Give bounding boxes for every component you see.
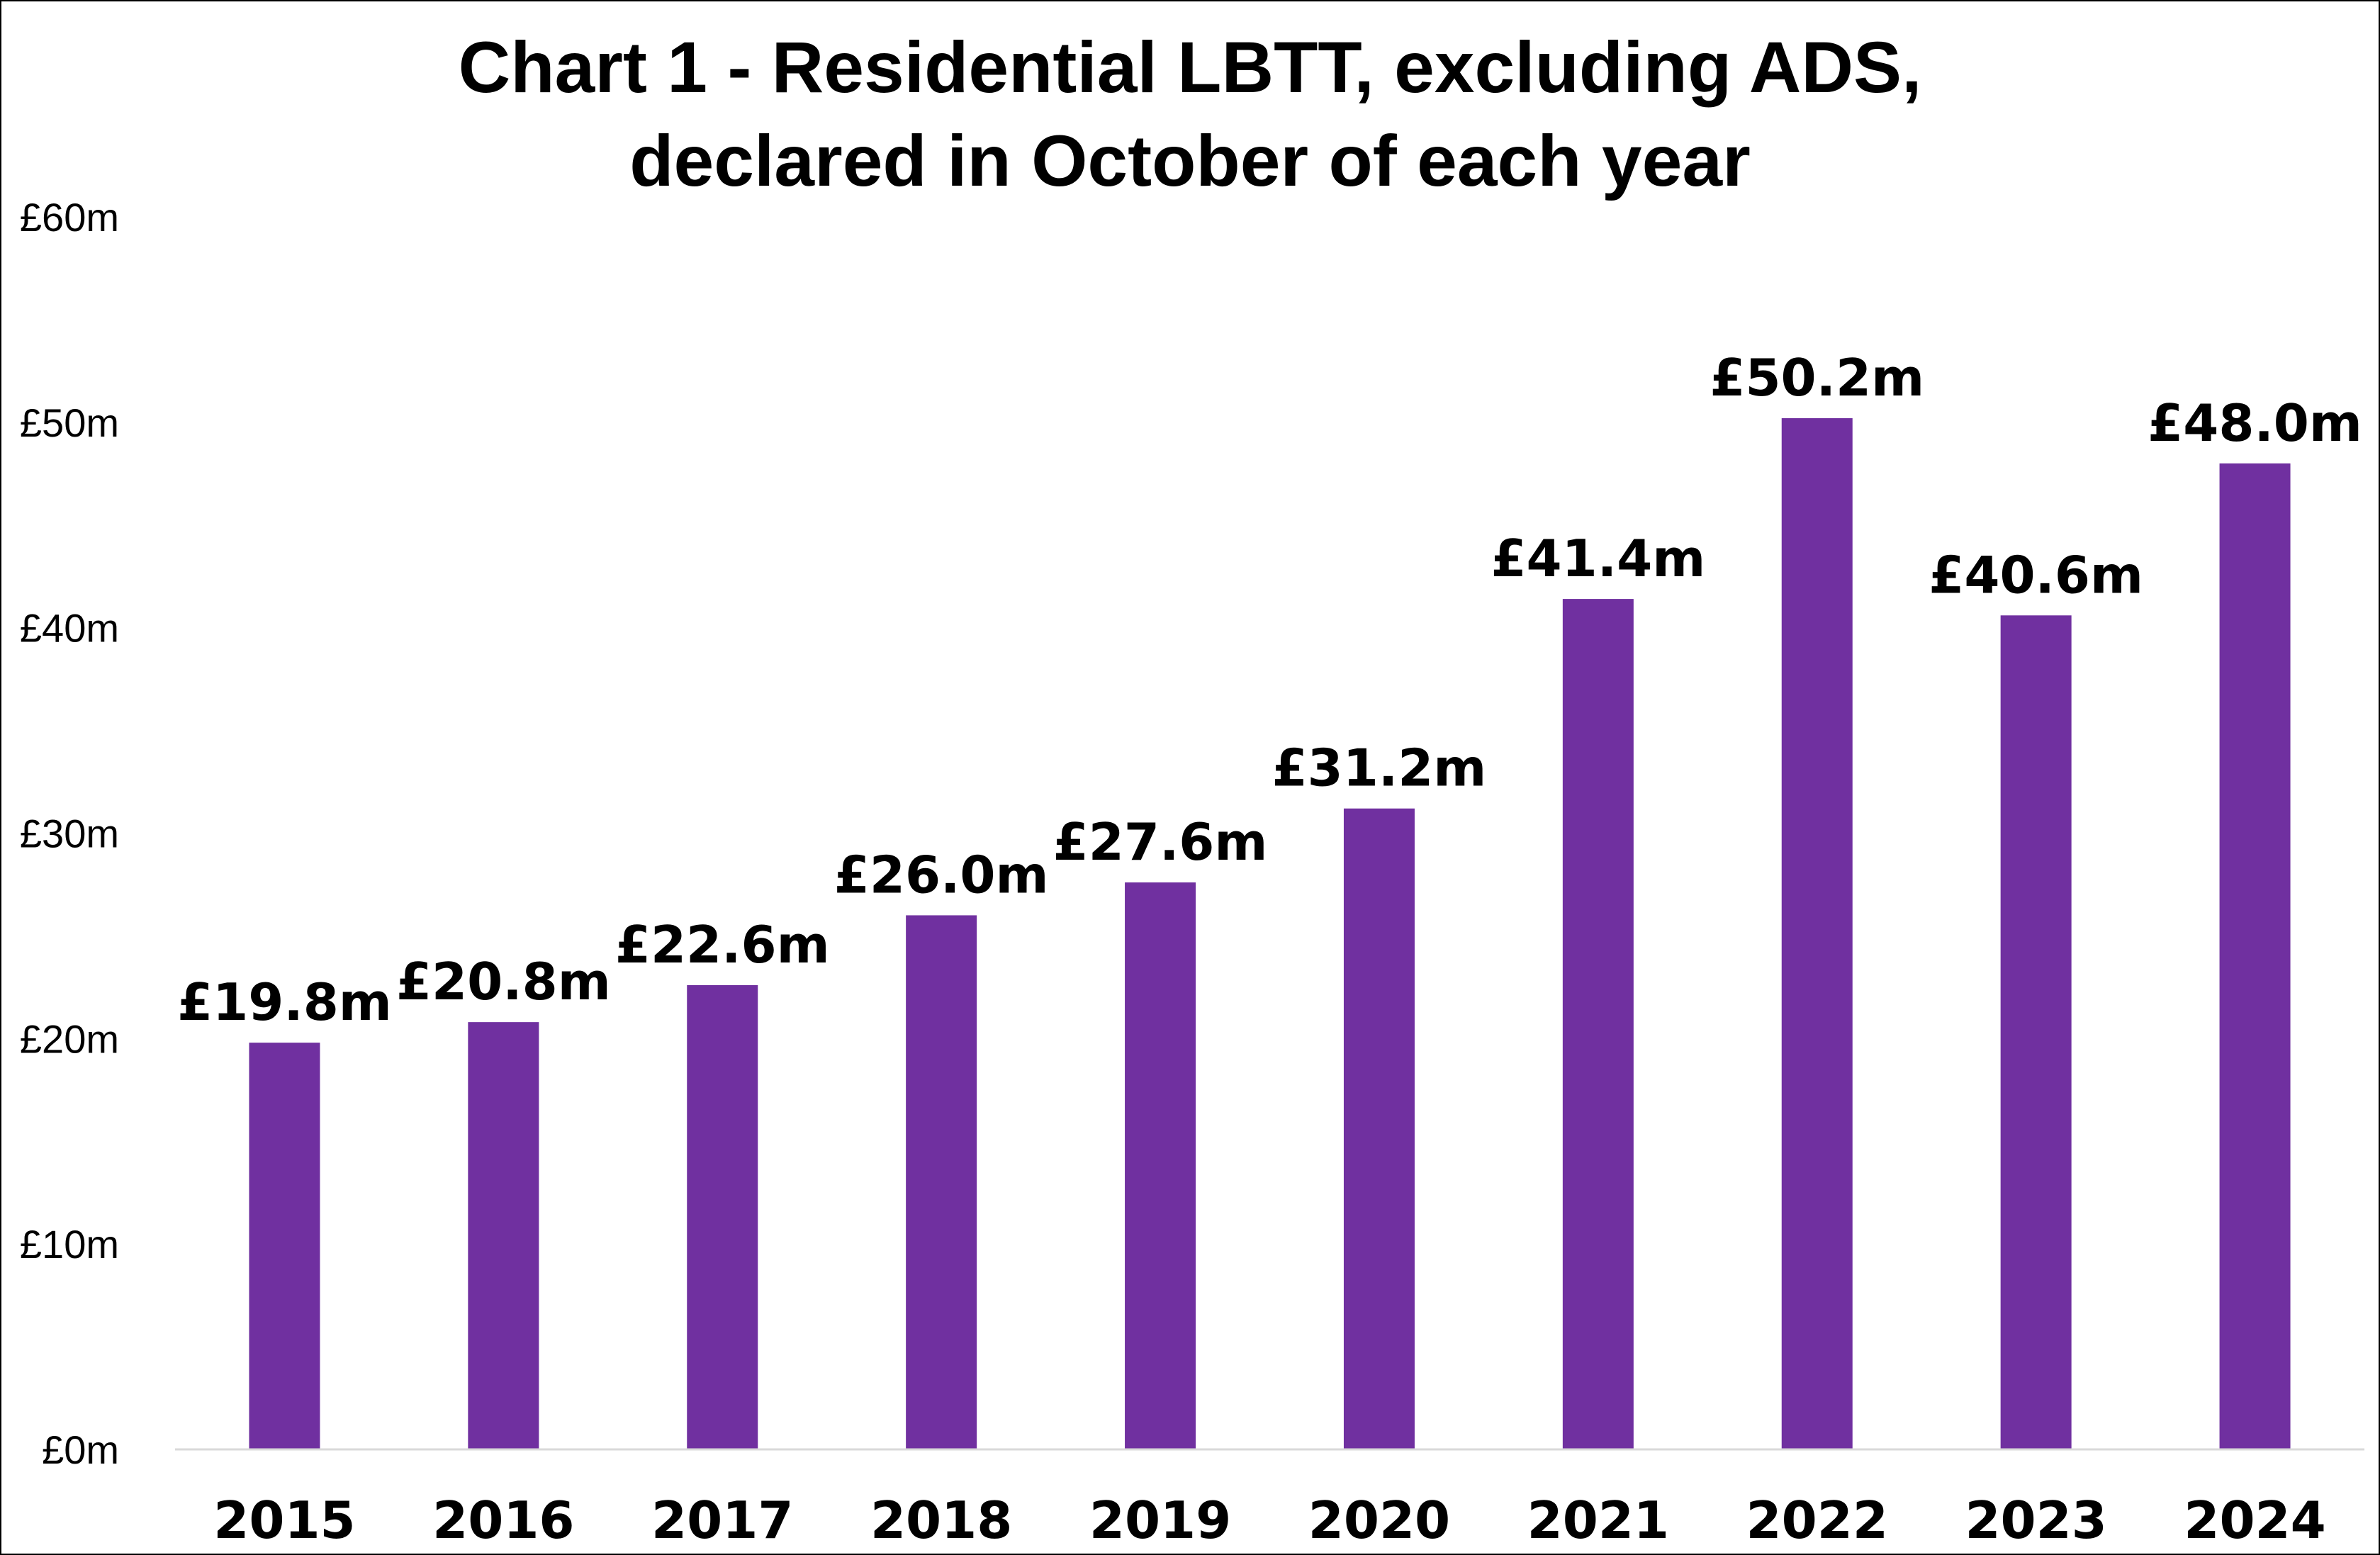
bar-2023 [2000, 615, 2072, 1450]
x-axis: 2015 2016 2017 2018 2019 2020 2021 2022 2023 2024 [175, 1448, 2364, 1550]
data-label-2015: £19.8m [177, 972, 392, 1032]
chart-title-line-2: declared in October of each year [629, 120, 1751, 201]
data-label-2023: £40.6m [1929, 545, 2143, 605]
bar-2022 [1781, 418, 1853, 1450]
data-label-2018: £26.0m [834, 845, 1049, 904]
y-tick-label: £20m [20, 1016, 119, 1061]
bar-2020 [1343, 808, 1415, 1449]
x-tick-label-2022: 2022 [1746, 1491, 1888, 1550]
x-tick-label-2021: 2021 [1527, 1491, 1669, 1550]
bar-2024 [2219, 463, 2291, 1449]
y-tick-label: £10m [20, 1222, 119, 1267]
data-label-2016: £20.8m [396, 952, 611, 1011]
x-tick-label-2018: 2018 [870, 1491, 1012, 1550]
y-tick-label: £30m [20, 812, 119, 856]
y-tick-label: £60m [20, 195, 119, 240]
data-label-2022: £50.2m [1710, 348, 1924, 408]
bars [249, 418, 2291, 1450]
bar-2016 [468, 1022, 539, 1449]
x-tick-label-2020: 2020 [1308, 1491, 1450, 1550]
x-tick-label-2019: 2019 [1089, 1491, 1231, 1550]
data-label-2017: £22.6m [615, 915, 830, 975]
bar-2021 [1562, 599, 1634, 1449]
bar-2018 [906, 915, 977, 1449]
chart-title-line-1: Chart 1 - Residential LBTT, excluding AD… [459, 27, 1922, 108]
x-tick-label-2015: 2015 [213, 1491, 355, 1550]
x-tick-label-2016: 2016 [432, 1491, 574, 1550]
x-tick-label-2017: 2017 [651, 1491, 793, 1550]
bar-2017 [687, 984, 758, 1449]
data-label-2024: £48.0m [2148, 393, 2362, 453]
bar-2019 [1125, 882, 1196, 1449]
bar-2015 [249, 1043, 320, 1449]
x-tick-label-2024: 2024 [2184, 1491, 2325, 1550]
data-label-2021: £41.4m [1491, 529, 1705, 588]
x-tick-label-2023: 2023 [1965, 1491, 2106, 1550]
y-tick-label: £0m [42, 1427, 119, 1472]
y-tick-label: £40m [20, 606, 119, 651]
y-tick-label: £50m [20, 400, 119, 445]
data-label-2019: £27.6m [1053, 812, 1268, 872]
data-labels: £19.8m £20.8m£22.6m£26.0m£27.6m£31.2m £41.… [177, 348, 2362, 1032]
y-axis: £0m £10m £20m £30m £40m £50m £60m [20, 195, 119, 1472]
data-label-2020: £31.2m [1272, 739, 1487, 798]
